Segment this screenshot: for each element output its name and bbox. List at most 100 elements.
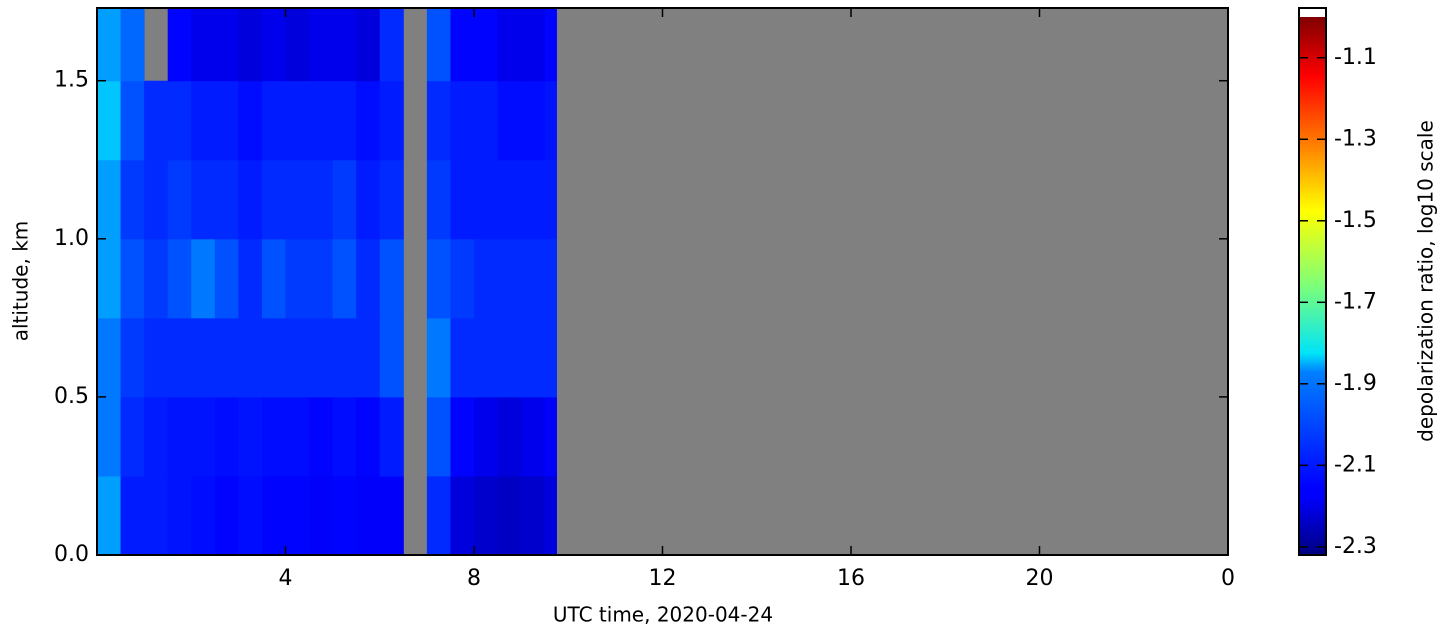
heatmap-cell [544, 396, 557, 477]
heatmap-cell [474, 317, 499, 398]
heatmap-cell [144, 396, 169, 477]
y-tick-label: 1.0 [54, 226, 89, 251]
heatmap-cell [379, 80, 404, 161]
y-axis-label: altitude, km [9, 221, 33, 342]
heatmap-cell [97, 80, 122, 161]
heatmap-cell [191, 475, 216, 556]
heatmap-cell [356, 159, 381, 240]
heatmap-cell [332, 396, 357, 477]
heatmap-cell [356, 238, 381, 319]
heatmap-cell [544, 159, 557, 240]
heatmap-cell [332, 8, 357, 82]
heatmap-cell [144, 159, 169, 240]
heatmap-cell [238, 396, 263, 477]
colorbar-tick-label: -1.9 [1334, 371, 1377, 396]
heatmap-cell [544, 475, 557, 556]
heatmap-cell [521, 317, 546, 398]
x-tick-label: 8 [467, 566, 481, 591]
heatmap-cell [285, 238, 310, 319]
heatmap-cell [214, 396, 239, 477]
heatmap-cell [97, 396, 122, 477]
heatmap-cell [285, 159, 310, 240]
x-tick-label: 16 [837, 566, 865, 591]
heatmap-cell [238, 475, 263, 556]
y-tick-label: 1.5 [54, 68, 89, 93]
plot-area [97, 8, 1228, 556]
heatmap-cell [97, 8, 122, 82]
colorbar-label: depolarization ratio, log10 scale [1414, 120, 1438, 442]
heatmap-cell [97, 159, 122, 240]
heatmap-cell [544, 8, 557, 82]
heatmap-cell [309, 396, 334, 477]
heatmap-cell [497, 80, 522, 161]
heatmap-cell [379, 159, 404, 240]
colorbar-tick-label: -1.1 [1334, 45, 1377, 70]
heatmap-cell [521, 238, 546, 319]
heatmap-cell [261, 80, 286, 161]
heatmap-cell [450, 238, 475, 319]
heatmap-cell [238, 159, 263, 240]
heatmap-cell [356, 396, 381, 477]
heatmap-cell [544, 317, 557, 398]
heatmap-cell [450, 317, 475, 398]
heatmap-cell [544, 238, 557, 319]
heatmap-cell [497, 475, 522, 556]
heatmap-cell [167, 80, 192, 161]
heatmap-cell [191, 396, 216, 477]
heatmap-cell [144, 317, 169, 398]
heatmap-cell [309, 80, 334, 161]
heatmap-cell [309, 8, 334, 82]
heatmap-cell [285, 317, 310, 398]
heatmap-cell [167, 396, 192, 477]
heatmap-cell [285, 8, 310, 82]
heatmap-cell [332, 238, 357, 319]
x-tick-label: 12 [649, 566, 677, 591]
colorbar-tick-label: -2.3 [1334, 534, 1377, 559]
heatmap-cell [238, 317, 263, 398]
heatmap-cell [144, 238, 169, 319]
heatmap-cell [356, 80, 381, 161]
heatmap-cell [309, 159, 334, 240]
heatmap-cell [450, 159, 475, 240]
heatmap-cell [191, 8, 216, 82]
heatmap-cell [261, 475, 286, 556]
heatmap-cell [474, 8, 499, 82]
colorbar-extend [1299, 8, 1326, 17]
heatmap-cell [332, 159, 357, 240]
heatmap-cell [426, 8, 451, 82]
heatmap-cell [332, 317, 357, 398]
heatmap-cell [97, 475, 122, 556]
heatmap-cell [474, 159, 499, 240]
heatmap-cell [261, 396, 286, 477]
heatmap-cell [379, 8, 404, 82]
colorbar-tick-label: -1.7 [1334, 289, 1377, 314]
heatmap-cell [521, 80, 546, 161]
heatmap-cell [261, 317, 286, 398]
heatmap-cell [191, 238, 216, 319]
heatmap-cell [474, 238, 499, 319]
heatmap-cell [521, 8, 546, 82]
heatmap-cell [450, 475, 475, 556]
heatmap-cell [450, 80, 475, 161]
heatmap-cell [214, 317, 239, 398]
heatmap-cell [426, 317, 451, 398]
heatmap-cell [356, 475, 381, 556]
heatmap-cell [497, 238, 522, 319]
colorbar-tick-label: -1.3 [1334, 126, 1377, 151]
heatmap-cell [285, 475, 310, 556]
heatmap-cell [426, 159, 451, 240]
heatmap-cell [167, 159, 192, 240]
heatmap-cell [167, 475, 192, 556]
heatmap-cell [214, 475, 239, 556]
heatmap-cell [120, 80, 145, 161]
heatmap-cell [120, 8, 145, 82]
heatmap-cell [120, 159, 145, 240]
heatmap-cell [214, 159, 239, 240]
colorbar-tick-label: -2.1 [1334, 452, 1377, 477]
heatmap-cell [426, 80, 451, 161]
heatmap-cell [120, 317, 145, 398]
heatmap-cell [474, 80, 499, 161]
colorbar [1299, 17, 1326, 555]
heatmap-cell [120, 475, 145, 556]
heatmap-cell [521, 159, 546, 240]
